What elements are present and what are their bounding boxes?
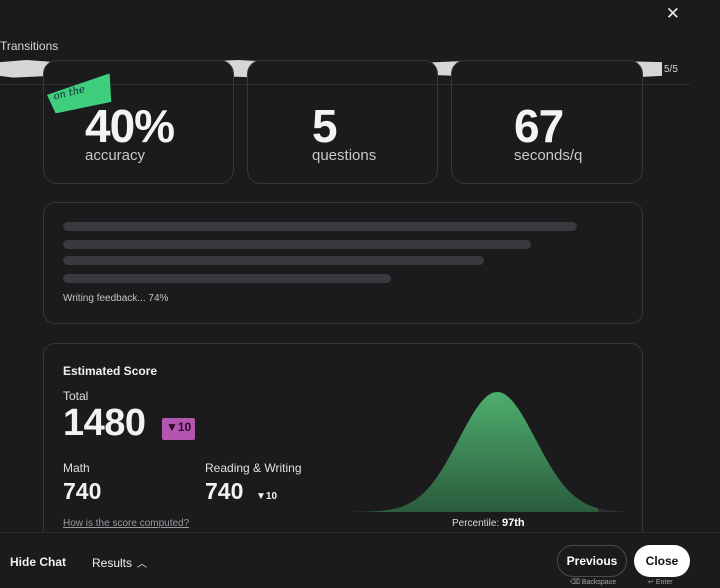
questions-label: questions <box>312 147 377 164</box>
accuracy-value: 40% <box>85 100 175 152</box>
speed-card: 67 seconds/q <box>451 60 643 184</box>
skeleton-line <box>63 256 484 265</box>
estimated-score-card: Estimated Score Total 1480 ▼10 Math 740 … <box>43 343 643 573</box>
backspace-hint-text: Backspace <box>581 579 617 586</box>
score-distribution-curve <box>352 392 626 512</box>
bottom-bar: Hide Chat Results ︿ Previous ⌫ Backspace … <box>0 532 720 588</box>
curve-fill <box>352 392 599 512</box>
math-label: Math <box>63 461 90 475</box>
accuracy-card: 40% accuracy <box>43 60 234 184</box>
enter-icon: ↵ <box>648 579 656 586</box>
close-button[interactable]: Close <box>634 545 690 577</box>
questions-value: 5 <box>312 100 338 152</box>
section-title: Transitions <box>0 39 59 53</box>
chevron-up-icon: ︿ <box>137 559 148 570</box>
reading-writing-delta: ▼10 <box>256 491 278 502</box>
total-label: Total <box>63 389 89 403</box>
backspace-hint: ⌫ Backspace <box>570 578 616 586</box>
enter-hint: ↵ Enter <box>648 578 673 586</box>
enter-hint-text: Enter <box>655 579 673 586</box>
progress-count: 5/5 <box>664 64 678 75</box>
accuracy-label: accuracy <box>85 147 146 164</box>
reading-writing-label: Reading & Writing <box>205 461 302 475</box>
total-score: 1480 <box>63 402 146 444</box>
math-score: 740 <box>63 478 102 504</box>
skeleton-line <box>63 240 531 249</box>
speed-label: seconds/q <box>514 147 583 164</box>
feedback-card: Writing feedback... 74% <box>43 202 643 324</box>
skeleton-line <box>63 274 391 283</box>
results-label: Results <box>92 556 133 570</box>
score-computation-link[interactable]: How is the score computed? <box>63 518 190 529</box>
backspace-icon: ⌫ <box>570 579 582 586</box>
percentile-label: Percentile: <box>452 518 500 529</box>
percentile-readout: Percentile: 97th <box>452 517 525 529</box>
reading-writing-score: 740 <box>205 478 244 504</box>
percentile-value: 97th <box>502 517 525 529</box>
speed-value: 67 <box>514 100 564 152</box>
close-icon[interactable]: ✕ <box>665 4 680 24</box>
hide-chat-button[interactable]: Hide Chat <box>10 555 67 569</box>
score-title: Estimated Score <box>63 364 158 378</box>
curve-tail <box>598 508 626 512</box>
header-divider <box>0 84 690 85</box>
previous-button[interactable]: Previous <box>557 545 627 577</box>
results-toggle[interactable]: Results ︿ <box>92 555 147 570</box>
questions-card: 5 questions <box>247 60 438 184</box>
feedback-status: Writing feedback... 74% <box>63 293 169 304</box>
skeleton-line <box>63 222 577 231</box>
total-delta-badge: ▼10 <box>162 418 196 440</box>
